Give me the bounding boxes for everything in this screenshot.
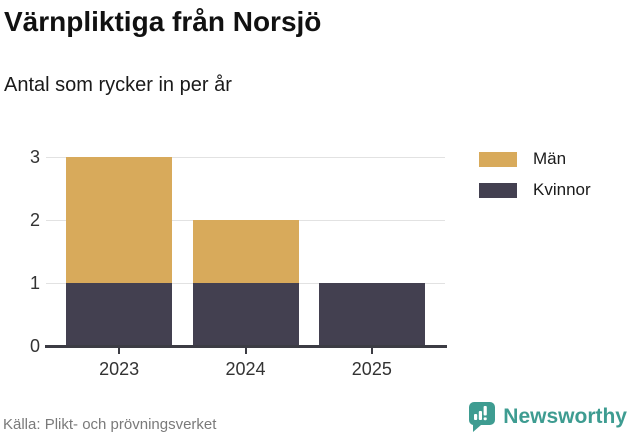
legend-swatch [479,182,517,198]
legend-swatch [479,151,517,167]
newsworthy-logo[interactable]: Newsworthy [468,401,627,432]
x-axis-category-label: 2023 [99,359,140,379]
bar-chart-speech-bubble-icon [468,401,496,432]
x-axis-category-label: 2024 [225,359,266,379]
legend-item-kvinnor: Kvinnor [479,180,591,200]
y-axis-tick-label: 1 [29,273,40,293]
chart-subtitle: Antal som rycker in per år [4,74,232,96]
y-axis-tick-label: 3 [29,147,40,167]
bar-segment-2024-Kvinnor [192,283,299,346]
x-axis-tick [118,348,121,354]
chart-title: Värnpliktiga från Norsjö [4,6,322,37]
legend-label: Kvinnor [533,180,591,199]
x-axis-category-label: 2025 [351,359,392,379]
bar-segment-2023-Män [66,157,173,283]
newsworthy-wordmark: Newsworthy [503,404,627,428]
bar-segment-2024-Män [192,220,299,283]
source-caption: Källa: Plikt- och prövningsverket [3,416,217,433]
y-axis-tick-label: 0 [29,336,40,356]
legend: Män Kvinnor [479,149,591,211]
legend-item-män: Män [479,149,591,169]
x-axis-tick [370,348,373,354]
bar-segment-2023-Kvinnor [66,283,173,346]
x-axis-baseline [45,345,447,348]
bar-segment-2025-Kvinnor [318,283,425,346]
gridline-y3 [46,156,445,158]
y-axis-tick-label: 2 [29,210,40,230]
x-axis-tick [244,348,247,354]
legend-label: Män [533,149,567,168]
